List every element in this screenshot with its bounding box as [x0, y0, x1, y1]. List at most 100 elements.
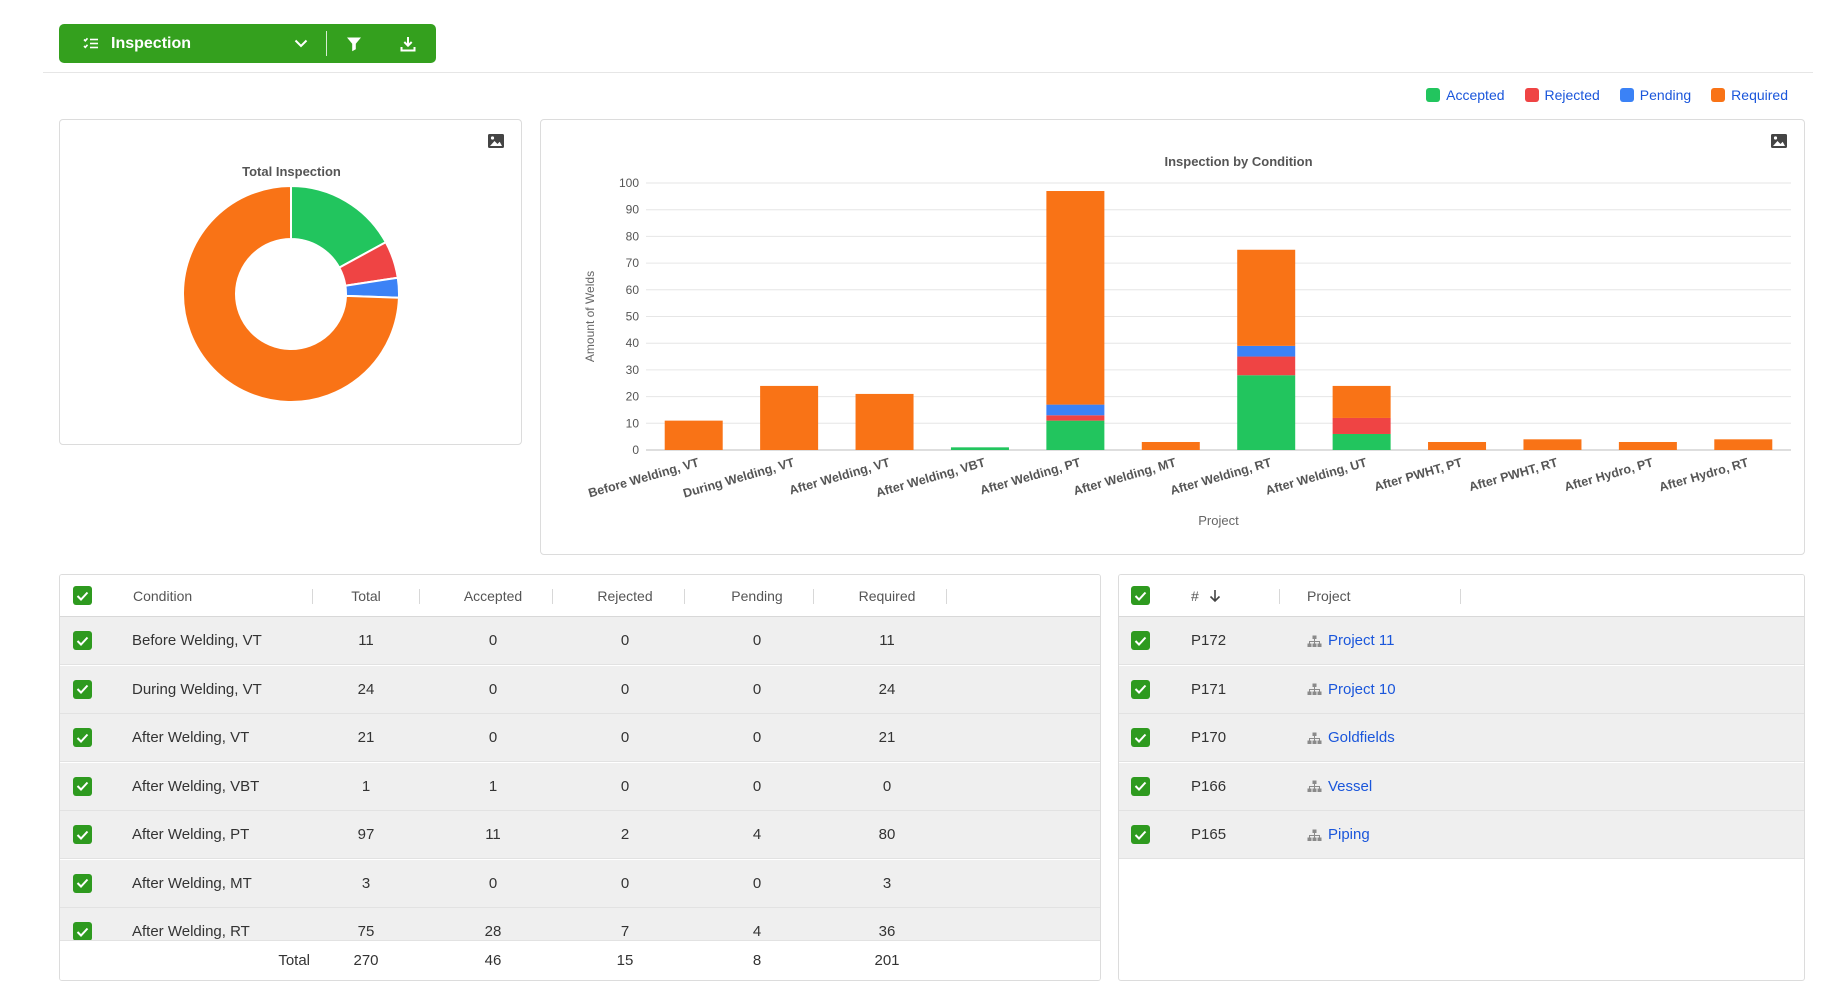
pending-cell: 0: [752, 777, 762, 795]
x-tick-label: During Welding, VT: [682, 455, 797, 500]
table-row[interactable]: P166 Vessel: [1119, 762, 1804, 811]
legend-item-pending[interactable]: Pending: [1619, 87, 1692, 103]
row-checkbox[interactable]: [73, 679, 92, 699]
table-row[interactable]: P165 Piping: [1119, 811, 1804, 859]
table-row[interactable]: After Welding, VT 21 0 0 0 21: [60, 714, 1100, 762]
x-tick-label: After PWHT, RT: [1467, 455, 1559, 494]
chevron-down-icon: [294, 39, 308, 48]
toolbar-title: Inspection: [111, 34, 192, 52]
bar-segment-required[interactable]: [1046, 191, 1105, 405]
column-header-total[interactable]: Total: [351, 588, 381, 604]
bar-segment-accepted[interactable]: [1237, 375, 1296, 450]
bar-segment-required[interactable]: [1428, 441, 1487, 450]
bar-segment-pending[interactable]: [1237, 345, 1296, 357]
project-number-cell: P166: [1191, 777, 1227, 795]
legend-item-accepted[interactable]: Accepted: [1426, 87, 1505, 103]
legend-item-rejected[interactable]: Rejected: [1524, 87, 1600, 103]
table-row[interactable]: P171 Project 10: [1119, 665, 1804, 714]
column-header-required[interactable]: Required: [858, 588, 916, 604]
bar-segment-required[interactable]: [1523, 439, 1582, 450]
bar-segment-required[interactable]: [1332, 385, 1391, 418]
legend-item-required[interactable]: Required: [1711, 87, 1788, 103]
donut-slice-required[interactable]: [182, 184, 400, 403]
hierarchy-icon: [1307, 635, 1322, 648]
rejected-cell: 0: [620, 632, 630, 649]
required-cell: 0: [882, 777, 892, 795]
row-checkbox[interactable]: [1131, 825, 1150, 844]
row-checkbox[interactable]: [1131, 679, 1150, 699]
table-row[interactable]: After Welding, PT 97 11 2 4 80: [60, 811, 1100, 859]
required-cell: 24: [878, 680, 896, 698]
table-row[interactable]: Before Welding, VT 11 0 0 0 11: [60, 617, 1100, 665]
y-tick-label: 20: [626, 390, 640, 404]
row-checkbox[interactable]: [73, 776, 92, 796]
conditions-table-header: Condition Total Accepted Rejected Pendin…: [60, 575, 1100, 617]
conditions-table: Condition Total Accepted Rejected Pendin…: [59, 574, 1101, 981]
row-checkbox[interactable]: [1131, 728, 1150, 747]
row-checkbox[interactable]: [1131, 776, 1150, 796]
row-checkbox[interactable]: [73, 922, 92, 941]
bar-segment-required[interactable]: [1237, 249, 1296, 346]
bar-segment-rejected[interactable]: [1237, 356, 1296, 376]
row-checkbox[interactable]: [73, 873, 92, 893]
row-checkbox[interactable]: [1131, 631, 1150, 650]
bar-segment-required[interactable]: [664, 420, 723, 450]
bar-segment-required[interactable]: [855, 393, 914, 450]
project-link[interactable]: Piping: [1307, 811, 1370, 859]
totals-total: 270: [353, 952, 379, 969]
column-header-project[interactable]: Project: [1307, 588, 1351, 604]
y-tick-label: 40: [626, 336, 640, 350]
total-cell: 11: [358, 632, 374, 649]
bar-segment-accepted[interactable]: [1046, 420, 1105, 450]
select-all-checkbox[interactable]: [1131, 586, 1150, 605]
bar-segment-required[interactable]: [1141, 441, 1200, 450]
bar-segment-rejected[interactable]: [1332, 417, 1391, 434]
table-row[interactable]: P172 Project 11: [1119, 617, 1804, 665]
pending-cell: 4: [752, 923, 762, 940]
arrow-down-icon[interactable]: [1209, 575, 1221, 617]
bar-segment-required[interactable]: [1714, 439, 1773, 450]
legend-label: Accepted: [1446, 87, 1505, 103]
project-number-cell: P165: [1191, 826, 1227, 843]
column-header-condition[interactable]: Condition: [133, 588, 193, 604]
column-header-accepted[interactable]: Accepted: [463, 588, 523, 604]
bar-segment-pending[interactable]: [1046, 404, 1105, 416]
bar-segment-rejected[interactable]: [1046, 415, 1105, 421]
legend-swatch: [1619, 88, 1634, 102]
row-checkbox[interactable]: [73, 631, 92, 650]
accepted-cell: 0: [488, 632, 498, 649]
legend-label: Pending: [1639, 87, 1692, 103]
table-row[interactable]: After Welding, VBT 1 1 0 0 0: [60, 762, 1100, 811]
row-checkbox[interactable]: [73, 825, 92, 844]
column-header-rejected[interactable]: Rejected: [597, 588, 653, 604]
pending-cell: 0: [752, 632, 762, 649]
inspection-dropdown[interactable]: Inspection: [59, 24, 326, 63]
column-header-number[interactable]: #: [1191, 588, 1199, 604]
pending-cell: 0: [752, 680, 762, 698]
image-export-icon[interactable]: [1770, 133, 1788, 149]
table-row[interactable]: During Welding, VT 24 0 0 0 24: [60, 665, 1100, 714]
download-button[interactable]: [381, 24, 435, 63]
bar-segment-required[interactable]: [760, 385, 819, 450]
bar-segment-accepted[interactable]: [950, 447, 1009, 450]
project-link[interactable]: Goldfields: [1307, 714, 1395, 762]
column-divider: [946, 589, 947, 604]
project-link[interactable]: Project 11: [1307, 617, 1394, 665]
accepted-cell: 11: [485, 826, 501, 843]
image-export-icon[interactable]: [487, 133, 505, 149]
bar-segment-accepted[interactable]: [1332, 433, 1391, 450]
projects-table-header: # Project: [1119, 575, 1804, 617]
legend-swatch: [1524, 88, 1539, 102]
y-axis-label: Amount of Welds: [583, 271, 597, 362]
filter-button[interactable]: [327, 24, 381, 63]
donut-chart: [182, 184, 400, 403]
table-row[interactable]: After Welding, MT 3 0 0 0 3: [60, 859, 1100, 908]
bar-segment-required[interactable]: [1618, 441, 1677, 450]
project-link[interactable]: Vessel: [1307, 763, 1372, 811]
select-all-checkbox[interactable]: [73, 586, 92, 605]
row-checkbox[interactable]: [73, 728, 92, 747]
project-link[interactable]: Project 10: [1307, 666, 1396, 714]
table-row[interactable]: P170 Goldfields: [1119, 714, 1804, 762]
column-header-pending[interactable]: Pending: [731, 588, 783, 604]
